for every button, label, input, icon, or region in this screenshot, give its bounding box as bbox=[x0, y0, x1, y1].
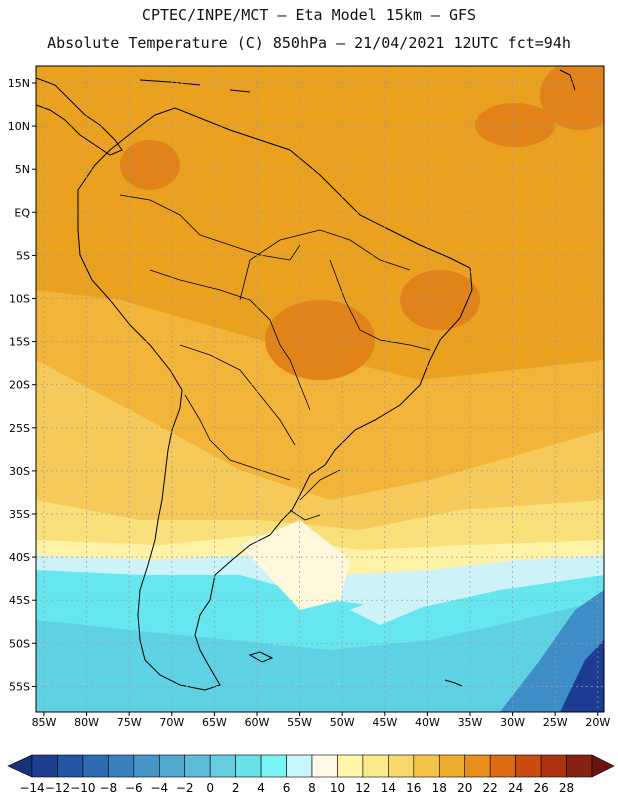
colorbar-label: −10 bbox=[70, 781, 95, 795]
lat-tick-label: 15S bbox=[9, 336, 30, 349]
lat-tick-label: 50S bbox=[9, 637, 30, 650]
temperature-region bbox=[240, 520, 350, 610]
lon-tick-label: 60W bbox=[245, 716, 270, 729]
colorbar-segment bbox=[158, 754, 186, 778]
colorbar-label: 24 bbox=[508, 781, 523, 795]
lon-tick-label: 80W bbox=[74, 716, 99, 729]
colorbar-over-arrow bbox=[591, 754, 615, 778]
lat-tick-label: 35S bbox=[9, 508, 30, 521]
colorbar-label: 12 bbox=[355, 781, 370, 795]
colorbar-segment bbox=[388, 754, 415, 778]
lon-tick-label: 25W bbox=[543, 716, 568, 729]
temperature-field bbox=[36, 66, 604, 712]
lat-tick-label: 30S bbox=[9, 465, 30, 478]
colorbar-segment bbox=[82, 754, 109, 778]
colorbar-label: 26 bbox=[533, 781, 548, 795]
central-america-coastline bbox=[36, 77, 123, 156]
lon-tick-label: 50W bbox=[330, 716, 355, 729]
coastlines-and-borders bbox=[36, 69, 576, 691]
colorbar-label: 20 bbox=[457, 781, 472, 795]
lon-tick-label: 55W bbox=[287, 716, 312, 729]
colorbar-label: 0 bbox=[206, 781, 214, 795]
lon-tick-label: 30W bbox=[500, 716, 525, 729]
lon-tick-label: 20W bbox=[585, 716, 610, 729]
title-line-2: Absolute Temperature (C) 850hPa – 21/04/… bbox=[47, 34, 571, 52]
colorbar-segment bbox=[184, 754, 211, 778]
colorbar-label: 22 bbox=[483, 781, 498, 795]
longitude-axis: 85W 80W 75W 70W 65W 60W 55W 50W 45W 40W 35W 30W 25W 2… bbox=[32, 712, 610, 729]
colorbar-label: −14 bbox=[19, 781, 44, 795]
colorbar-label: 28 bbox=[559, 781, 574, 795]
colorbar-segment bbox=[311, 754, 338, 778]
colorbar-label: 16 bbox=[406, 781, 421, 795]
colorbar-under-arrow bbox=[7, 754, 33, 778]
colorbar-segment bbox=[286, 754, 313, 778]
lat-tick-label: 20S bbox=[9, 379, 30, 392]
lon-tick-label: 35W bbox=[458, 716, 483, 729]
colorbar-segment bbox=[31, 754, 58, 778]
colorbar-segment bbox=[413, 754, 440, 778]
colorbar-label: 18 bbox=[432, 781, 447, 795]
lon-tick-label: 70W bbox=[159, 716, 184, 729]
lat-tick-label: 40S bbox=[9, 551, 30, 564]
temperature-region bbox=[120, 140, 180, 190]
lat-tick-label: 15N bbox=[8, 77, 30, 90]
south-georgia bbox=[444, 679, 463, 687]
lat-tick-label: 5N bbox=[15, 163, 30, 176]
colorbar-label: −6 bbox=[125, 781, 143, 795]
colorbar-segment bbox=[235, 754, 262, 778]
colorbar-label: −12 bbox=[45, 781, 70, 795]
lon-tick-label: 65W bbox=[202, 716, 227, 729]
colorbar-label: 10 bbox=[330, 781, 345, 795]
colorbar-label: 2 bbox=[232, 781, 240, 795]
colorbar-segment bbox=[57, 754, 84, 778]
temperature-region bbox=[540, 66, 604, 130]
south-america-coastline bbox=[77, 107, 473, 691]
colorbar-segment bbox=[260, 754, 287, 778]
colorbar-segment bbox=[108, 754, 135, 778]
caribbean-islands bbox=[139, 69, 576, 93]
map-frame bbox=[35, 65, 605, 713]
colorbar-label: −8 bbox=[100, 781, 118, 795]
lat-tick-label: 45S bbox=[9, 594, 30, 607]
lat-tick-label: 25S bbox=[9, 422, 30, 435]
colorbar-label: −4 bbox=[150, 781, 168, 795]
colorbar-segment bbox=[209, 754, 236, 778]
lon-tick-label: 85W bbox=[32, 716, 57, 729]
lat-tick-label: 5S bbox=[16, 249, 30, 262]
colorbar-label: 14 bbox=[381, 781, 396, 795]
colorbar-segment bbox=[337, 754, 364, 778]
temperature-region bbox=[400, 270, 480, 330]
lon-tick-label: 45W bbox=[372, 716, 397, 729]
lat-tick-label: 55S bbox=[9, 680, 30, 693]
colorbar-segment bbox=[438, 754, 466, 778]
colorbar-segment bbox=[489, 754, 516, 778]
lon-tick-label: 40W bbox=[415, 716, 440, 729]
colorbar: −14 −12 −10 −8 −6 −4 −2 0 2 4 6 8 10 12 14 16 18 20 22 24 26… bbox=[7, 754, 615, 795]
temperature-region bbox=[265, 300, 375, 380]
temperature-region bbox=[560, 640, 604, 712]
colorbar-segment bbox=[133, 754, 160, 778]
colorbar-segment bbox=[362, 754, 389, 778]
colorbar-segment bbox=[540, 754, 567, 778]
country-borders bbox=[119, 194, 431, 521]
colorbar-label: 8 bbox=[308, 781, 316, 795]
lat-tick-label: 10N bbox=[8, 120, 30, 133]
latitude-axis: 15N 10N 5N EQ 5S 10S 15S 20S 25S 30S 35S 40S 45S 50S 5… bbox=[8, 77, 36, 693]
colorbar-segment bbox=[566, 754, 593, 778]
lon-tick-label: 75W bbox=[117, 716, 142, 729]
colorbar-label: 4 bbox=[257, 781, 265, 795]
colorbar-segment bbox=[515, 754, 542, 778]
temperature-region bbox=[475, 103, 555, 147]
colorbar-label: 6 bbox=[283, 781, 291, 795]
lat-tick-label: EQ bbox=[14, 206, 30, 219]
title-line-1: CPTEC/INPE/MCT – Eta Model 15km – GFS bbox=[141, 6, 477, 24]
colorbar-segment bbox=[464, 754, 491, 778]
colorbar-label: −2 bbox=[176, 781, 194, 795]
temperature-region bbox=[350, 575, 460, 625]
lat-tick-label: 10S bbox=[9, 293, 30, 306]
